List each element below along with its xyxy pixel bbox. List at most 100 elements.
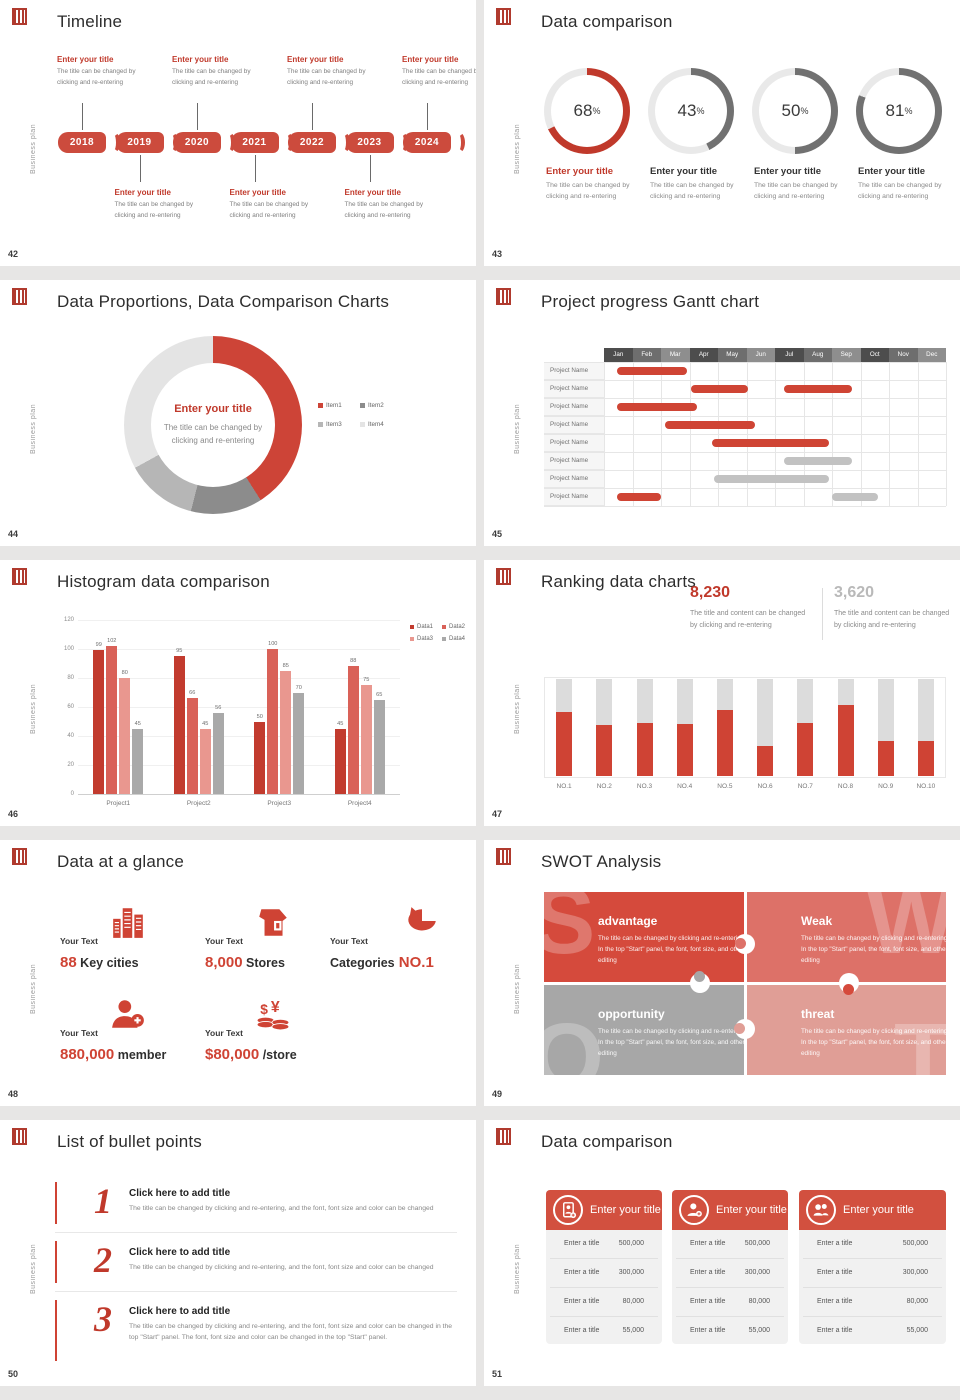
page-number: 49 <box>492 1089 503 1099</box>
sidebar-label: Business plan <box>514 963 521 1014</box>
page-title: SWOT Analysis <box>541 852 662 871</box>
gantt-gridline <box>544 470 946 471</box>
person-plus-icon <box>679 1195 709 1225</box>
hist-gridline <box>78 620 400 621</box>
slide-bullet-list[interactable]: Business plan List of bullet points 1 Cl… <box>0 1120 476 1386</box>
timeline-year: 2021 <box>230 132 279 153</box>
page-title: Data at a glance <box>57 852 185 871</box>
timeline-year: 2023 <box>345 132 394 153</box>
hist-gridline <box>78 707 400 708</box>
kpi-item: Your Text 8,000 Stores <box>205 906 355 986</box>
donut-center-title: Enter your title <box>174 403 252 415</box>
slide-ranking[interactable]: Business plan Ranking data charts 8,230 … <box>484 560 960 826</box>
row-label: Enter a title <box>817 1269 853 1276</box>
stat-value: 3,620 <box>834 584 875 601</box>
row-label: Enter a title <box>817 1240 853 1247</box>
gantt-chart: Jan Feb Mar Apr May Jun Jul Aug Sep Oct Nov Dec Proj… <box>484 280 960 546</box>
hist-bar-value: 65 <box>376 691 383 698</box>
card-title: Enter your title <box>590 1204 661 1216</box>
row-value: 80,000 <box>748 1298 770 1305</box>
pie-wheel-icon <box>404 906 440 943</box>
page-title: Ranking data charts <box>541 572 696 591</box>
ring-caption: The title can be changed by <box>546 182 630 189</box>
gantt-gridline <box>544 452 946 453</box>
brand-logo-icon <box>496 8 511 25</box>
card-row: Enter a title 80,000 <box>550 1288 658 1317</box>
page-number: 47 <box>492 809 503 819</box>
card-row: Enter a title 300,000 <box>803 1259 942 1288</box>
hist-bar <box>280 670 292 794</box>
progress-ring: 68% <box>544 68 630 154</box>
timeline-item: Enter your title The title can be changed… <box>287 55 366 86</box>
people-icon <box>806 1195 836 1225</box>
ring-caption: clicking and re-entering <box>858 193 929 200</box>
hist-category-label: Project2 <box>186 800 211 807</box>
card-row: Enter a title 300,000 <box>676 1259 784 1288</box>
card-row: Enter a title 500,000 <box>550 1230 658 1259</box>
timeline-connector <box>427 103 428 130</box>
gantt-month-header: Jun <box>746 348 775 362</box>
kpi-label: Your Text <box>205 1028 243 1038</box>
gantt-gridline <box>544 416 946 417</box>
gantt-gridline <box>544 362 946 363</box>
row-value: 55,000 <box>748 1327 770 1334</box>
legend-swatch <box>410 637 414 641</box>
slide-data-proportions[interactable]: Business plan Data Proportions, Data Com… <box>0 280 476 546</box>
page-number: 48 <box>8 1089 19 1099</box>
hist-ytick: 80 <box>67 674 74 681</box>
kpi-value-part: Key cities <box>76 956 139 970</box>
brand-logo-icon <box>12 8 27 25</box>
slide-timeline[interactable]: Business plan Timeline 2018 Enter your ti… <box>0 0 476 266</box>
ring-title: Enter your title <box>650 166 718 177</box>
swot-quad-weaknesses: W Weak The title can be changed by click… <box>747 892 946 982</box>
gantt-gridline <box>544 380 946 381</box>
bullet-numeral: 1 <box>94 1181 112 1221</box>
ring-caption: clicking and re-entering <box>754 193 825 200</box>
hist-bar-value: 85 <box>282 662 289 669</box>
hist-bar-value: 66 <box>189 690 196 697</box>
page-number: 42 <box>8 249 19 259</box>
kpi-value-part: NO.1 <box>394 954 434 971</box>
ranking-category-label: NO.1 <box>556 783 572 790</box>
legend-item: Data2 <box>442 624 474 630</box>
hist-ytick: 40 <box>67 732 74 739</box>
gantt-gridline <box>544 488 946 489</box>
gantt-month-header: Nov <box>889 348 918 362</box>
stat-secondary: 3,620 The title and content can be chang… <box>834 584 960 631</box>
page-number: 46 <box>8 809 19 819</box>
legend-swatch <box>360 403 365 408</box>
slide-data-at-a-glance[interactable]: Business plan Data at a glance Your Text… <box>0 840 476 1106</box>
kpi-value-line: $80,000 /store <box>205 1046 297 1064</box>
ring-percent-sign: % <box>800 106 809 116</box>
kpi-value-line: Categories NO.1 <box>330 954 434 972</box>
kpi-label: Your Text <box>60 1028 98 1038</box>
progress-rings-chart: 68% Enter your title The title can be chan… <box>484 0 960 266</box>
slide-gantt[interactable]: Business plan Project progress Gantt cha… <box>484 280 960 546</box>
slide-data-comparison-rings[interactable]: Business plan Data comparison 68% Enter y… <box>484 0 960 266</box>
ring-caption: clicking and re-entering <box>650 193 721 200</box>
timeline-year: 2019 <box>115 132 164 153</box>
timeline-item: Enter your title The title can be changed… <box>172 55 251 86</box>
card-row: Enter a title 55,000 <box>803 1317 942 1345</box>
kpi-value-part: member <box>114 1048 167 1062</box>
slide-data-comparison-cards[interactable]: Business plan Data comparison Enter your… <box>484 1120 960 1386</box>
row-value: 55,000 <box>622 1327 644 1334</box>
page-title: Timeline <box>57 12 123 31</box>
row-value: 80,000 <box>906 1298 928 1305</box>
kpi-label: Your Text <box>60 936 98 946</box>
slide-swot[interactable]: Business plan SWOT Analysis S advantage … <box>484 840 960 1106</box>
chart-legend: Item1 Item2 Item3 Item4 <box>318 402 408 428</box>
slide-histogram[interactable]: Business plan Histogram data comparison … <box>0 560 476 826</box>
hist-bar-value: 45 <box>202 720 209 727</box>
svg-text:$: $ <box>260 1002 268 1017</box>
sidebar-label: Business plan <box>30 1243 37 1294</box>
ring-value: 68 <box>573 101 593 120</box>
timeline-item: Enter your title The title can be changed… <box>344 188 424 219</box>
row-label: Enter a title <box>817 1298 853 1305</box>
kpi-value-part: Stores <box>242 956 285 970</box>
legend-item: Item3 <box>318 421 360 428</box>
ranking-bar <box>837 705 854 776</box>
ring-value: 50 <box>781 101 801 120</box>
ranking-category-label: NO.6 <box>757 783 773 790</box>
